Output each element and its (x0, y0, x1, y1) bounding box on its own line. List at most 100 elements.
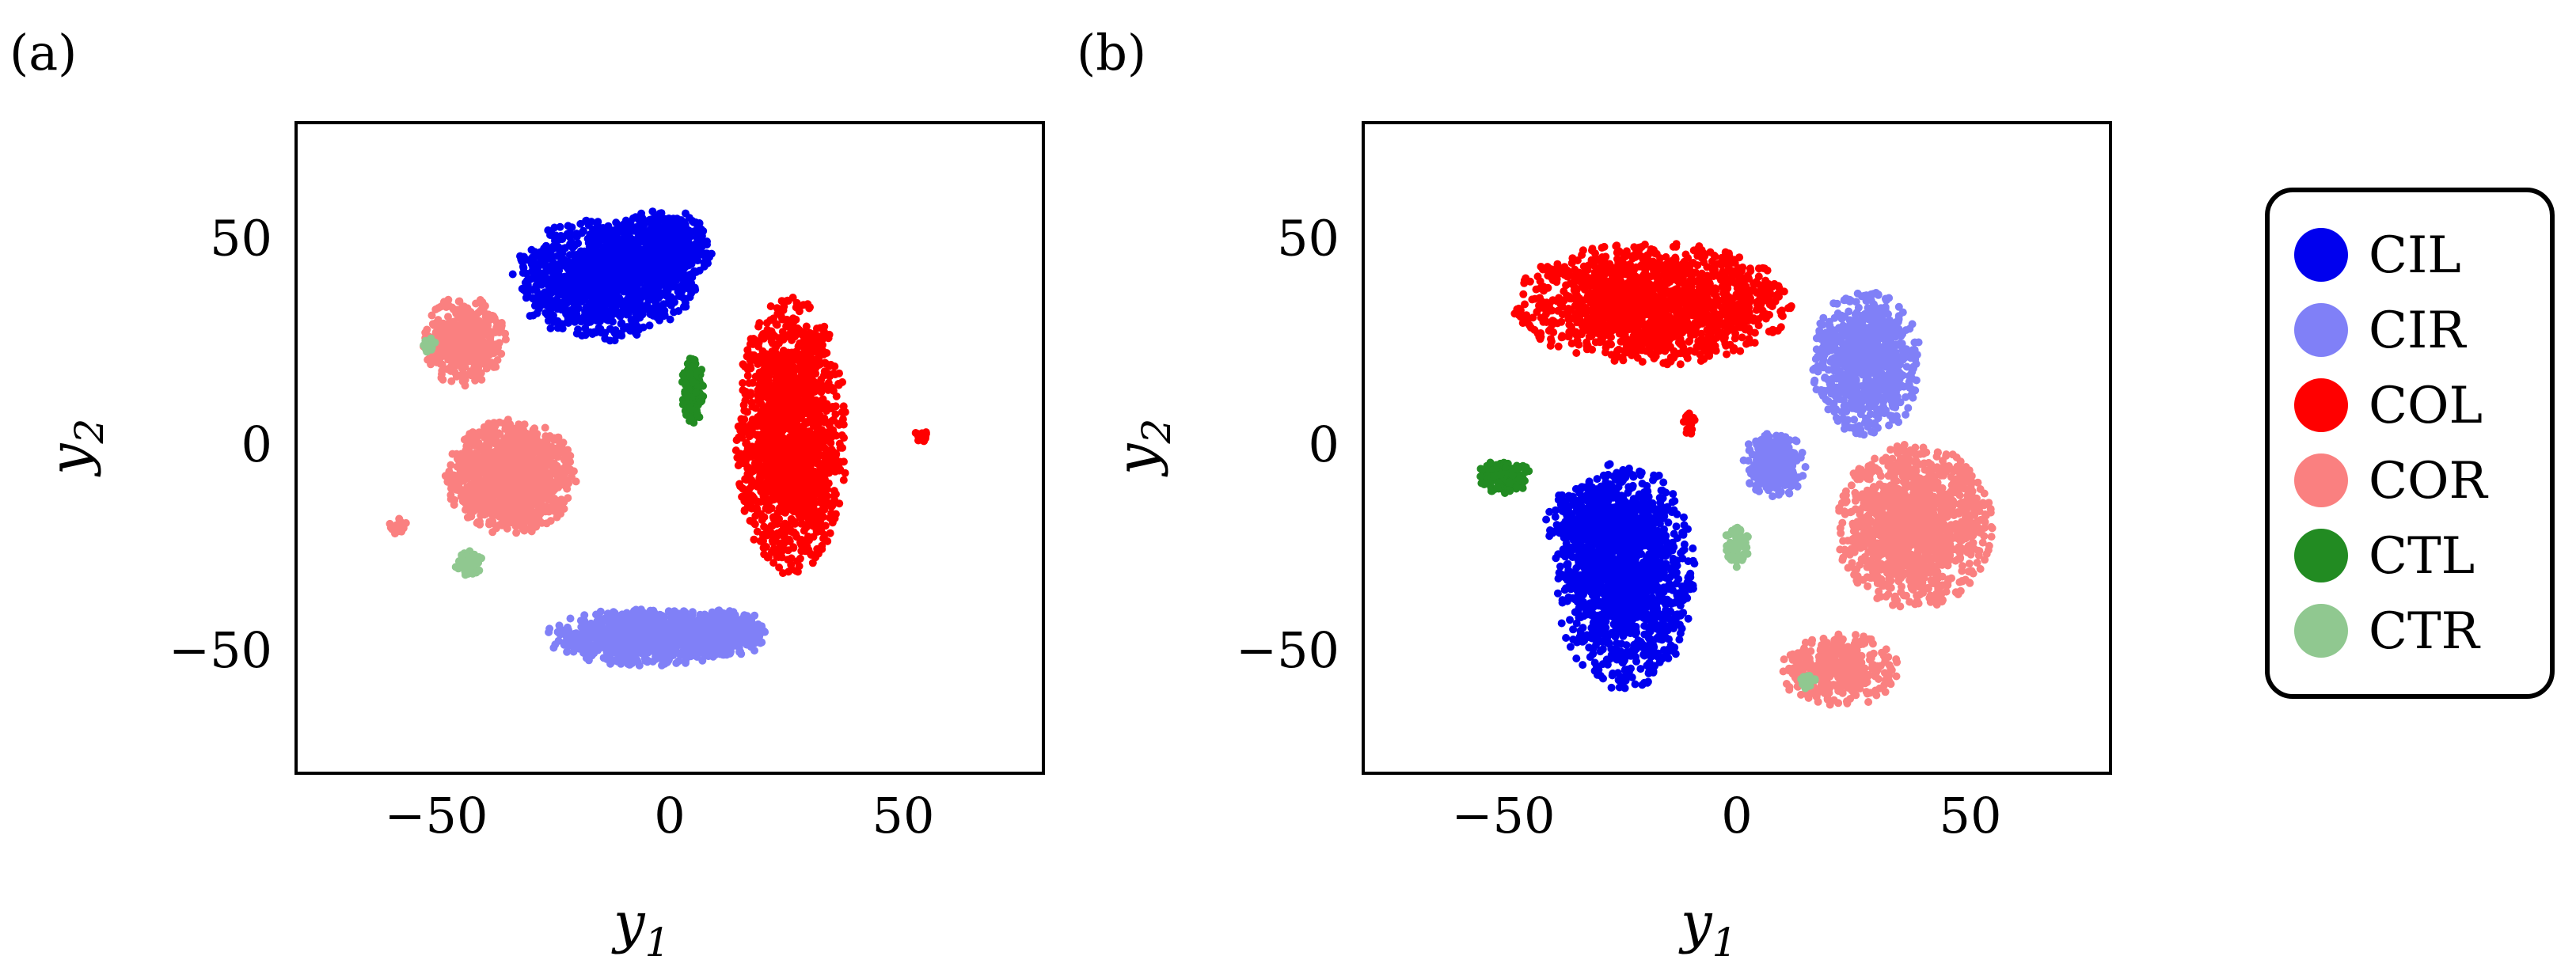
point-cor (437, 344, 446, 353)
point-cil (541, 267, 550, 275)
point-cir (698, 640, 707, 649)
point-cil (604, 250, 613, 259)
point-cor (512, 529, 521, 537)
point-cor (495, 461, 503, 469)
point-cir (602, 635, 610, 643)
point-cir (723, 632, 731, 640)
point-cor (450, 317, 458, 326)
point-cil (691, 286, 700, 294)
point-cor (458, 349, 467, 358)
point-cir (641, 623, 650, 632)
point-cil (634, 279, 643, 288)
point-cor (488, 517, 497, 526)
point-cil (647, 245, 655, 254)
point-cor (537, 491, 545, 500)
point-cor (461, 362, 469, 371)
point-cir (554, 636, 563, 645)
point-cir (584, 648, 593, 657)
point-cor (473, 471, 482, 480)
point-cor (521, 438, 530, 447)
point-cir (748, 628, 757, 637)
point-cil (592, 304, 601, 313)
point-cir (615, 642, 624, 651)
point-cir (624, 659, 632, 668)
point-cil (681, 298, 690, 307)
point-ctr (458, 556, 467, 565)
point-cil (591, 283, 600, 292)
point-cil (530, 302, 539, 310)
point-ctr (423, 343, 431, 351)
point-cor (451, 361, 460, 370)
point-cil (610, 275, 619, 284)
point-cir (553, 628, 562, 636)
point-cor (477, 300, 486, 309)
point-cor (522, 460, 530, 469)
point-cir (716, 643, 724, 652)
point-cor (559, 438, 568, 447)
point-cil (604, 235, 613, 244)
point-cor (507, 500, 515, 509)
point-cir (724, 618, 732, 627)
point-cor (566, 465, 575, 474)
point-cir (605, 628, 614, 636)
point-cor (465, 513, 473, 522)
point-cor (572, 477, 580, 486)
point-cor (514, 480, 522, 489)
point-cor (456, 458, 464, 467)
point-cil (587, 264, 595, 272)
point-cor (494, 343, 502, 351)
point-cir (629, 625, 637, 634)
point-cil (559, 233, 568, 241)
point-cil (585, 242, 594, 251)
point-cil (538, 258, 545, 267)
point-cil (540, 294, 549, 302)
point-cil (572, 296, 580, 305)
series-cir (545, 605, 769, 670)
point-cor (469, 428, 477, 437)
point-cor (545, 434, 553, 442)
point-cir (684, 628, 693, 636)
point-cil (610, 294, 618, 302)
point-cor (481, 329, 490, 338)
point-cil (602, 291, 610, 300)
point-cil (659, 305, 667, 314)
point-cil (684, 255, 693, 264)
point-cil (551, 234, 559, 243)
point-cir (710, 632, 719, 641)
point-cil (685, 271, 693, 279)
point-cor (487, 465, 496, 472)
point-cor (492, 524, 500, 533)
point-cor (478, 480, 487, 489)
point-cil (615, 241, 624, 249)
point-cor (526, 480, 535, 489)
point-cor (519, 526, 527, 533)
point-cil (582, 217, 590, 226)
point-cor (505, 516, 514, 525)
point-cir (645, 610, 654, 619)
point-cor (545, 459, 553, 468)
point-cor (462, 305, 471, 313)
point-cil (674, 222, 683, 230)
point-cil (529, 274, 538, 283)
point-cor (493, 490, 502, 499)
point-cil (627, 244, 636, 252)
point-cir (641, 657, 650, 665)
point-cil (572, 306, 579, 315)
point-cor (517, 425, 526, 434)
point-cil (671, 229, 680, 237)
point-cil (528, 294, 537, 302)
point-cor (538, 503, 546, 512)
point-cor (497, 319, 506, 327)
point-cor (511, 522, 520, 530)
point-cor (473, 504, 482, 513)
point-cil (695, 249, 704, 257)
point-cir (661, 623, 670, 632)
point-cor (475, 518, 484, 527)
point-cor (506, 420, 515, 429)
point-cil (648, 207, 657, 216)
point-cir (588, 622, 597, 631)
point-cor (471, 376, 480, 385)
panel-a-label: (a) (9, 24, 77, 82)
point-cil (519, 262, 527, 271)
